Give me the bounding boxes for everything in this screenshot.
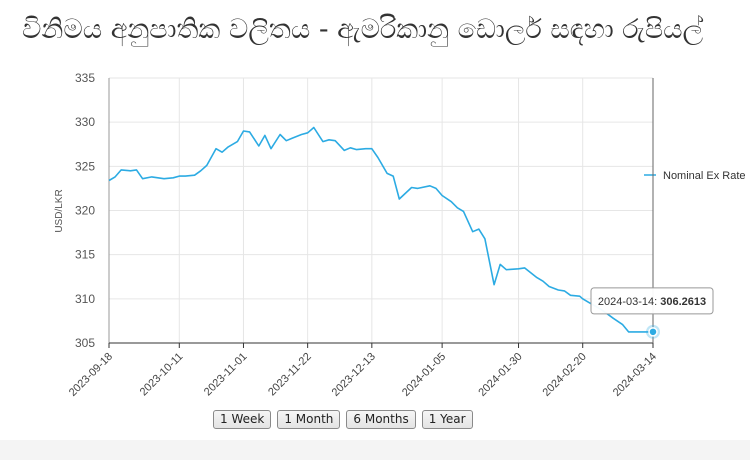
x-tick-label: 2023-11-22 — [266, 351, 314, 399]
tooltip: 2024-03-14: 306.2613 — [590, 78, 714, 343]
x-tick-label: 2024-02-20 — [541, 351, 589, 399]
y-tick-label: 325 — [75, 159, 95, 173]
hover-point — [648, 327, 658, 337]
tooltip-date: 2024-03-14: — [598, 296, 660, 308]
tooltip-value: 306.2613 — [660, 296, 706, 308]
series-line — [108, 126, 653, 333]
y-tick-label: 310 — [75, 292, 95, 306]
legend[interactable]: Nominal Ex Rate — [644, 170, 746, 182]
range-6-months-button[interactable]: 6 Months — [346, 410, 416, 429]
axes: 305 310 315 320 325 330 335 2023-09-18 2023-10-1… — [67, 71, 659, 399]
legend-label: Nominal Ex Rate — [663, 170, 746, 182]
y-tick-label: 330 — [75, 115, 95, 129]
y-axis-label: USD/LKR — [54, 189, 65, 232]
y-tick-label: 320 — [75, 204, 95, 218]
x-tick-label: 2023-11-01 — [202, 351, 250, 399]
x-tick-label: 2023-09-18 — [67, 351, 115, 399]
range-1-week-button[interactable]: 1 Week — [213, 410, 272, 429]
range-1-year-button[interactable]: 1 Year — [421, 410, 473, 429]
grid — [108, 77, 654, 344]
page-title: විනිමය අනුපාතික වලිතය - ඇමරිකානු ඩොලර් ස… — [22, 14, 704, 45]
range-1-month-button[interactable]: 1 Month — [277, 410, 341, 429]
footer-band — [0, 440, 750, 460]
series — [108, 126, 653, 333]
x-tick-label: 2023-10-11 — [138, 351, 186, 399]
tooltip-text: 2024-03-14: 306.2613 — [598, 296, 706, 308]
exchange-rate-chart: 305 310 315 320 325 330 335 2023-09-18 2023-10-1… — [54, 71, 746, 399]
y-tick-label: 335 — [75, 71, 95, 85]
x-tick-label: 2024-01-30 — [476, 351, 524, 399]
x-tick-label: 2024-01-05 — [400, 351, 448, 399]
tooltip-box — [590, 287, 714, 315]
range-selector: 1 Week 1 Month 6 Months 1 Year — [213, 410, 473, 429]
x-tick-label: 2024-03-14 — [611, 351, 659, 399]
x-tick-label: 2023-12-13 — [330, 351, 378, 399]
y-tick-label: 315 — [75, 248, 95, 262]
y-tick-label: 305 — [75, 336, 95, 350]
